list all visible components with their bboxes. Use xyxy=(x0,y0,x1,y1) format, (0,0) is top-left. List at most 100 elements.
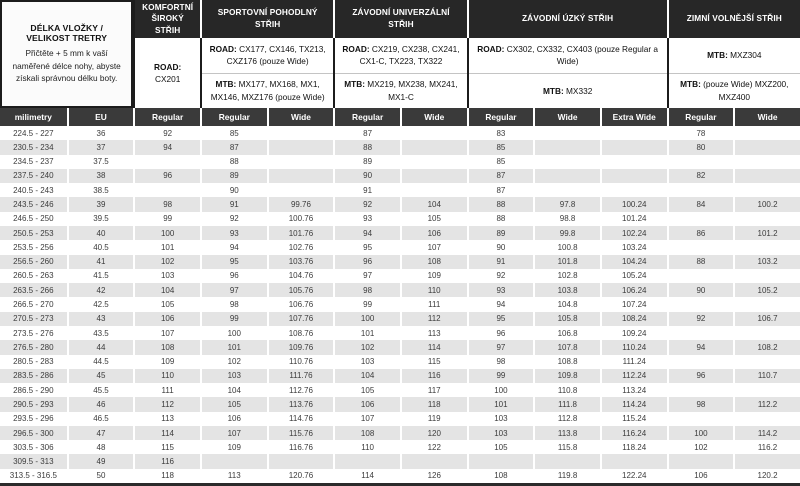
table-cell: 44.5 xyxy=(66,354,134,369)
table-cell: 240.5 - 243 xyxy=(0,183,67,198)
table-row: 234.5 - 237 37.5 88 89 85 xyxy=(0,154,800,169)
table-cell: 109.8 xyxy=(533,368,600,384)
table-cell: 101 xyxy=(133,240,200,255)
model-type-prefix: ROAD: xyxy=(209,43,237,54)
table-cell: 103 xyxy=(466,425,534,441)
info-subtitle: Přičtěte + 5 mm k vaší naměřené délce no… xyxy=(12,48,121,84)
table-cell xyxy=(266,183,334,198)
table-cell: 101.8 xyxy=(533,254,600,269)
table-cell: 98.8 xyxy=(533,211,600,226)
table-cell xyxy=(733,354,800,369)
table-cell: 95 xyxy=(466,311,534,326)
model-list-road: ROAD: CX201 xyxy=(135,38,200,108)
table-cell: 88 xyxy=(466,197,534,212)
category-sport-comfort: SPORTOVNÍ POHODLNÝ STŘIH ROAD: CX177, CX… xyxy=(199,0,334,109)
table-cell xyxy=(733,126,800,141)
table-row: 286.5 - 290 45.5 111 104 112.76 105 117 100 110.… xyxy=(0,383,800,398)
table-cell: 105.8 xyxy=(533,311,600,326)
table-row: 240.5 - 243 38.5 90 91 87 xyxy=(0,183,800,198)
table-cell: 110.8 xyxy=(533,383,600,398)
table-cell xyxy=(599,168,667,184)
table-cell: 94 xyxy=(133,140,200,155)
table-cell: 118 xyxy=(399,397,467,412)
table-cell: 250.5 - 253 xyxy=(0,225,67,241)
model-list-mtb: MTB: MX177, MX168, MX1, MX146, MXZ176 (p… xyxy=(201,72,334,109)
table-cell: 107.24 xyxy=(599,297,667,312)
table-cell: 106 xyxy=(133,311,200,326)
table-cell xyxy=(533,140,600,155)
table-cell: 100 xyxy=(333,311,400,326)
table-cell: 109.76 xyxy=(266,340,334,355)
model-list-road: ROAD: CX177, CX146, TX213, CXZ176 (pouze… xyxy=(202,38,333,73)
model-text: ROAD: CX201 xyxy=(141,61,194,86)
table-cell: 87 xyxy=(466,168,534,184)
table-cell xyxy=(266,154,334,169)
model-text: MTB: MX219, MX238, MX241, MX1-C xyxy=(341,78,460,103)
table-cell: 98 xyxy=(333,283,400,298)
table-cell: 103 xyxy=(466,411,534,426)
table-cell: 111.24 xyxy=(599,354,667,369)
table-cell xyxy=(599,454,667,469)
table-cell: 263.5 - 266 xyxy=(0,283,67,298)
model-text: ROAD: CX302, CX332, CX403 (pouze Regular… xyxy=(475,43,661,68)
table-cell: 105 xyxy=(333,383,400,398)
table-cell: 109 xyxy=(133,354,200,369)
table-cell: 112.76 xyxy=(266,383,334,398)
table-cell: 46 xyxy=(66,397,134,412)
column-header: Regular xyxy=(466,108,534,126)
table-cell: 110.24 xyxy=(599,340,667,355)
table-cell: 44 xyxy=(66,340,134,355)
table-cell: 97 xyxy=(199,283,267,298)
table-cell: 102.24 xyxy=(599,225,667,241)
table-cell xyxy=(733,240,800,255)
table-cell: 111 xyxy=(399,297,467,312)
table-cell: 116.24 xyxy=(599,425,667,441)
table-cell: 108.2 xyxy=(733,340,800,355)
table-cell: 120.2 xyxy=(733,468,800,484)
table-cell: 89 xyxy=(333,154,400,169)
model-list-mtb: MTB: MX219, MX238, MX241, MX1-C xyxy=(335,72,467,109)
table-cell: 103.24 xyxy=(599,240,667,255)
table-cell: 243.5 - 246 xyxy=(0,197,67,212)
category-label: ZÁVODNÍ UNIVERZÁLNÍ STŘIH xyxy=(333,0,467,38)
table-cell: 122.24 xyxy=(599,468,667,484)
table-cell: 112 xyxy=(399,311,467,326)
model-codes: CX177, CX146, TX213, CXZ176 (pouze Wide) xyxy=(226,43,326,67)
table-cell: 100 xyxy=(133,225,200,241)
table-row: 263.5 - 266 42 104 97 105.76 98 110 93 103.8 106.… xyxy=(0,283,800,298)
table-cell: 112.2 xyxy=(733,397,800,412)
table-cell xyxy=(733,268,800,284)
model-codes: (pouze Wide) MXZ200, MXZ400 xyxy=(703,79,789,102)
table-cell xyxy=(666,211,734,226)
table-cell: 96 xyxy=(333,254,400,269)
table-cell: 98 xyxy=(466,354,534,369)
table-cell xyxy=(599,140,667,155)
table-cell xyxy=(666,268,734,284)
bottom-border xyxy=(0,483,800,486)
table-cell xyxy=(733,183,800,198)
table-cell xyxy=(733,140,800,155)
table-cell: 94 xyxy=(199,240,267,255)
table-row: 260.5 - 263 41.5 103 96 104.76 97 109 92 102.8 10… xyxy=(0,268,800,284)
model-text: ROAD: CX219, CX238, CX241, CX1-C, TX223,… xyxy=(341,43,460,68)
model-type-prefix: MTB: xyxy=(542,85,564,96)
table-cell xyxy=(533,183,600,198)
table-cell: 110.7 xyxy=(733,368,800,384)
table-cell: 224.5 - 227 xyxy=(0,126,67,141)
table-row: 256.5 - 260 41 102 95 103.76 96 108 91 101.8 104.… xyxy=(0,254,800,269)
table-cell: 42 xyxy=(66,283,134,298)
table-cell: 48 xyxy=(66,440,134,455)
table-cell xyxy=(266,454,334,469)
table-cell: 100.24 xyxy=(599,197,667,212)
table-cell: 82 xyxy=(666,168,734,184)
table-cell: 105.76 xyxy=(266,283,334,298)
table-cell: 88 xyxy=(333,140,400,155)
table-cell: 99 xyxy=(466,368,534,384)
table-cell: 230.5 - 234 xyxy=(0,140,67,155)
table-cell: 105.24 xyxy=(599,268,667,284)
table-row: 290.5 - 293 46 112 105 113.76 106 118 101 111.8 1… xyxy=(0,397,800,412)
column-header: Wide xyxy=(399,108,467,126)
table-cell: 106.76 xyxy=(266,297,334,312)
table-cell: 115 xyxy=(399,354,467,369)
